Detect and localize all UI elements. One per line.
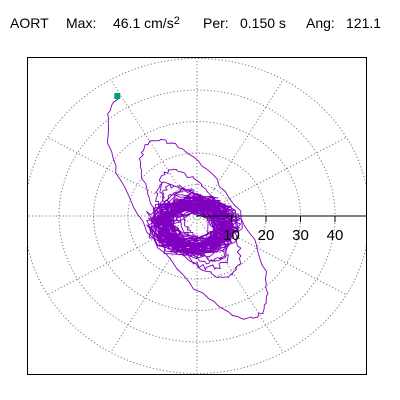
x-tick-label: 30 <box>292 227 309 244</box>
start-marker <box>114 92 121 99</box>
max-unit-exponent: 2 <box>173 15 180 27</box>
trace-path <box>106 98 269 320</box>
grid-spoke <box>213 243 284 353</box>
x-tick-label: 40 <box>327 227 344 244</box>
max-number: 46.1 <box>113 15 141 31</box>
max-unit: cm/s <box>144 15 174 31</box>
per-value: 0.150 s <box>240 15 286 31</box>
grid-spoke <box>226 136 347 201</box>
grid-spoke-inner <box>196 199 228 217</box>
x-tick-label: 20 <box>258 227 275 244</box>
grid-spoke <box>213 79 284 189</box>
trajectory-trace <box>106 98 269 320</box>
grid-spoke <box>47 136 168 201</box>
ang-value: 121.1 <box>346 15 382 31</box>
max-value: 46.1 cm/s2 <box>113 14 180 34</box>
grid-spoke <box>47 231 168 296</box>
header-bar: AORT Max: 46.1 cm/s2 Per: 0.150 s Ang: 1… <box>0 0 400 50</box>
per-label: Per: <box>203 15 229 31</box>
ang-label: Ang: <box>306 15 335 31</box>
grid-spoke <box>110 243 181 353</box>
marker-group <box>114 92 121 99</box>
grid-spoke <box>226 231 347 296</box>
axis-group: 10 20 30 40 <box>197 215 366 244</box>
channel-label: AORT <box>10 15 49 31</box>
max-label: Max: <box>66 15 97 31</box>
x-tick-label: 10 <box>223 227 240 244</box>
